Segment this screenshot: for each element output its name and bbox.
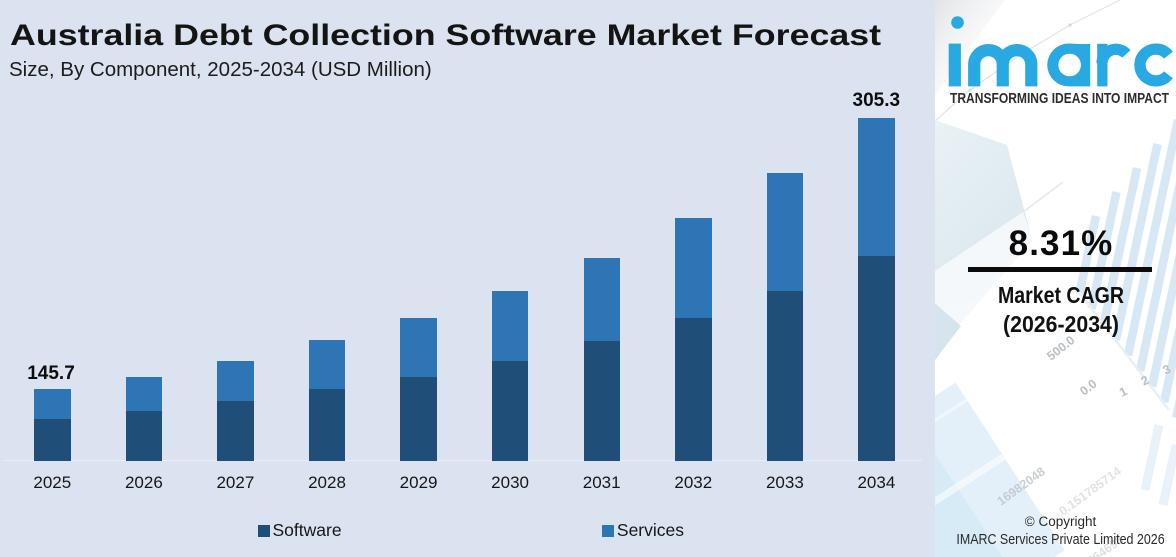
svg-text:0.151785714: 0.151785714	[1057, 464, 1124, 518]
svg-text:0.0: 0.0	[1077, 377, 1099, 399]
